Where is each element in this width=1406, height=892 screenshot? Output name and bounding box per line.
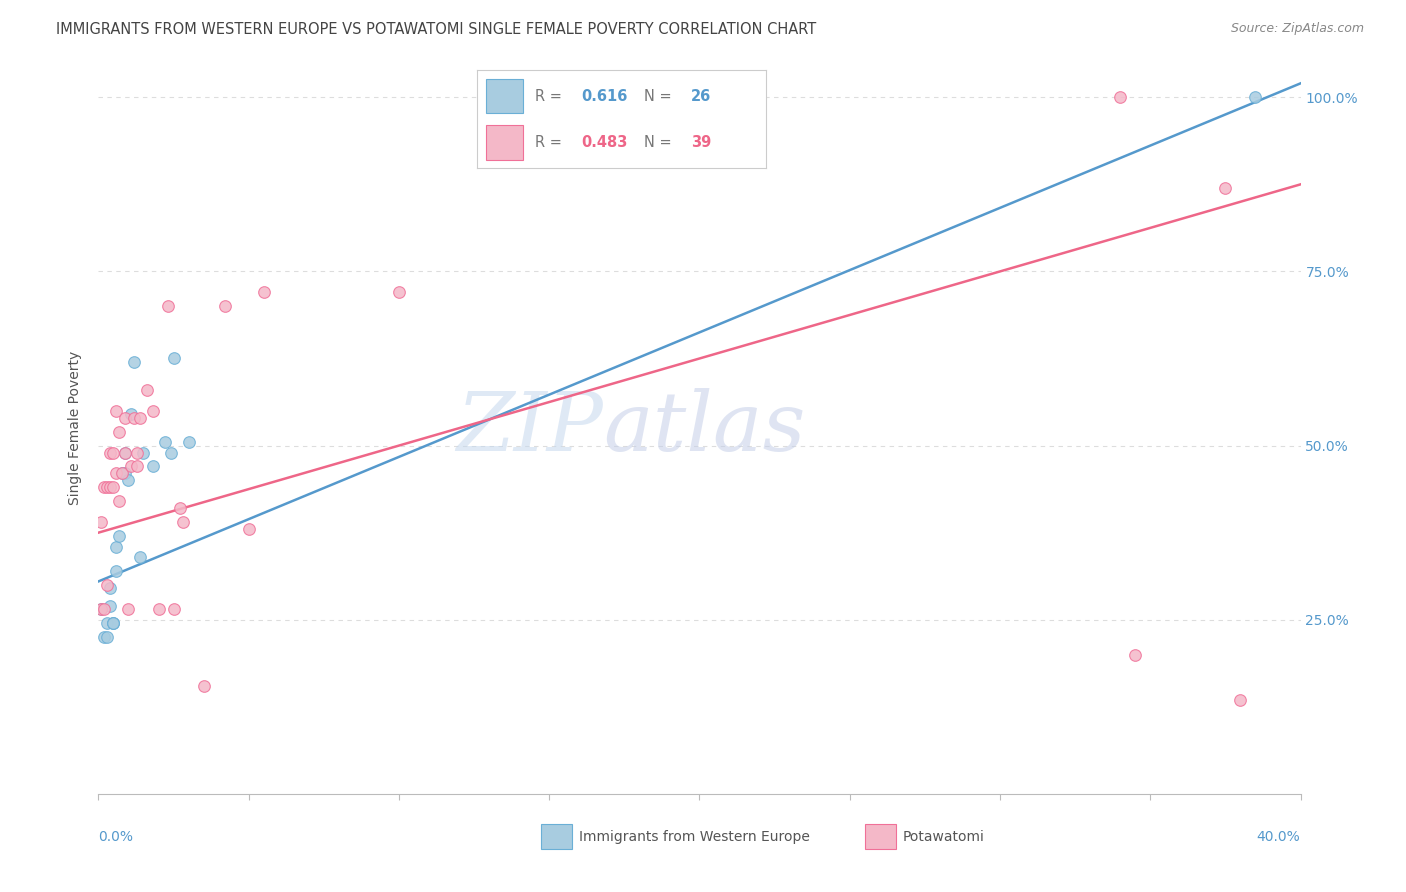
Point [111,467,134,481]
Point [172,515,194,529]
Text: atlas: atlas [603,388,806,468]
Point [90,602,112,616]
Point [100,445,122,459]
Point [93,480,115,494]
Point [117,602,139,616]
Point [1229,693,1251,707]
Point [127,445,149,459]
Point [114,410,136,425]
Point [388,285,411,300]
Point [162,602,184,616]
Point [129,549,152,564]
Point [105,564,128,578]
Point [135,383,157,397]
Point [114,445,136,459]
Point [96,616,118,631]
Point [90,602,112,616]
Point [177,435,200,450]
Point [141,459,163,474]
Point [238,522,260,536]
Point [100,480,122,494]
Point [96,630,118,644]
Point [159,445,181,459]
Point [148,602,170,616]
Point [124,355,146,369]
Point [108,529,131,543]
Point [1244,90,1267,104]
Point [108,425,131,439]
Point [105,540,128,554]
Point [153,435,176,450]
Point [1215,181,1237,195]
Point [105,403,128,417]
Text: Potawatomi: Potawatomi [903,830,984,844]
Y-axis label: Single Female Poverty: Single Female Poverty [69,351,83,505]
Point [132,445,155,459]
Point [103,480,125,494]
Point [108,494,131,508]
Point [117,474,139,488]
Point [1123,648,1146,662]
Point [100,582,122,596]
Point [127,459,149,474]
Point [169,501,191,516]
Text: ZIP: ZIP [457,388,603,468]
Point [193,679,215,693]
Point [93,630,115,644]
Point [93,602,115,616]
Point [96,578,118,592]
Text: Immigrants from Western Europe: Immigrants from Western Europe [579,830,810,844]
Point [114,467,136,481]
Point [141,403,163,417]
Point [100,599,122,613]
Point [162,351,184,366]
Point [103,616,125,631]
Text: IMMIGRANTS FROM WESTERN EUROPE VS POTAWATOMI SINGLE FEMALE POVERTY CORRELATION C: IMMIGRANTS FROM WESTERN EUROPE VS POTAWA… [56,22,817,37]
Point [103,616,125,631]
Point [105,467,128,481]
Point [214,299,236,313]
Point [129,410,152,425]
Text: 40.0%: 40.0% [1257,830,1301,844]
Point [103,445,125,459]
Point [253,285,276,300]
Text: Source: ZipAtlas.com: Source: ZipAtlas.com [1230,22,1364,36]
Point [1109,90,1132,104]
Point [90,515,112,529]
Point [96,480,118,494]
Point [121,407,143,421]
Point [114,445,136,459]
Point [121,459,143,474]
Point [156,299,179,313]
Point [111,467,134,481]
Point [124,410,146,425]
Text: 0.0%: 0.0% [98,830,134,844]
Point [103,616,125,631]
